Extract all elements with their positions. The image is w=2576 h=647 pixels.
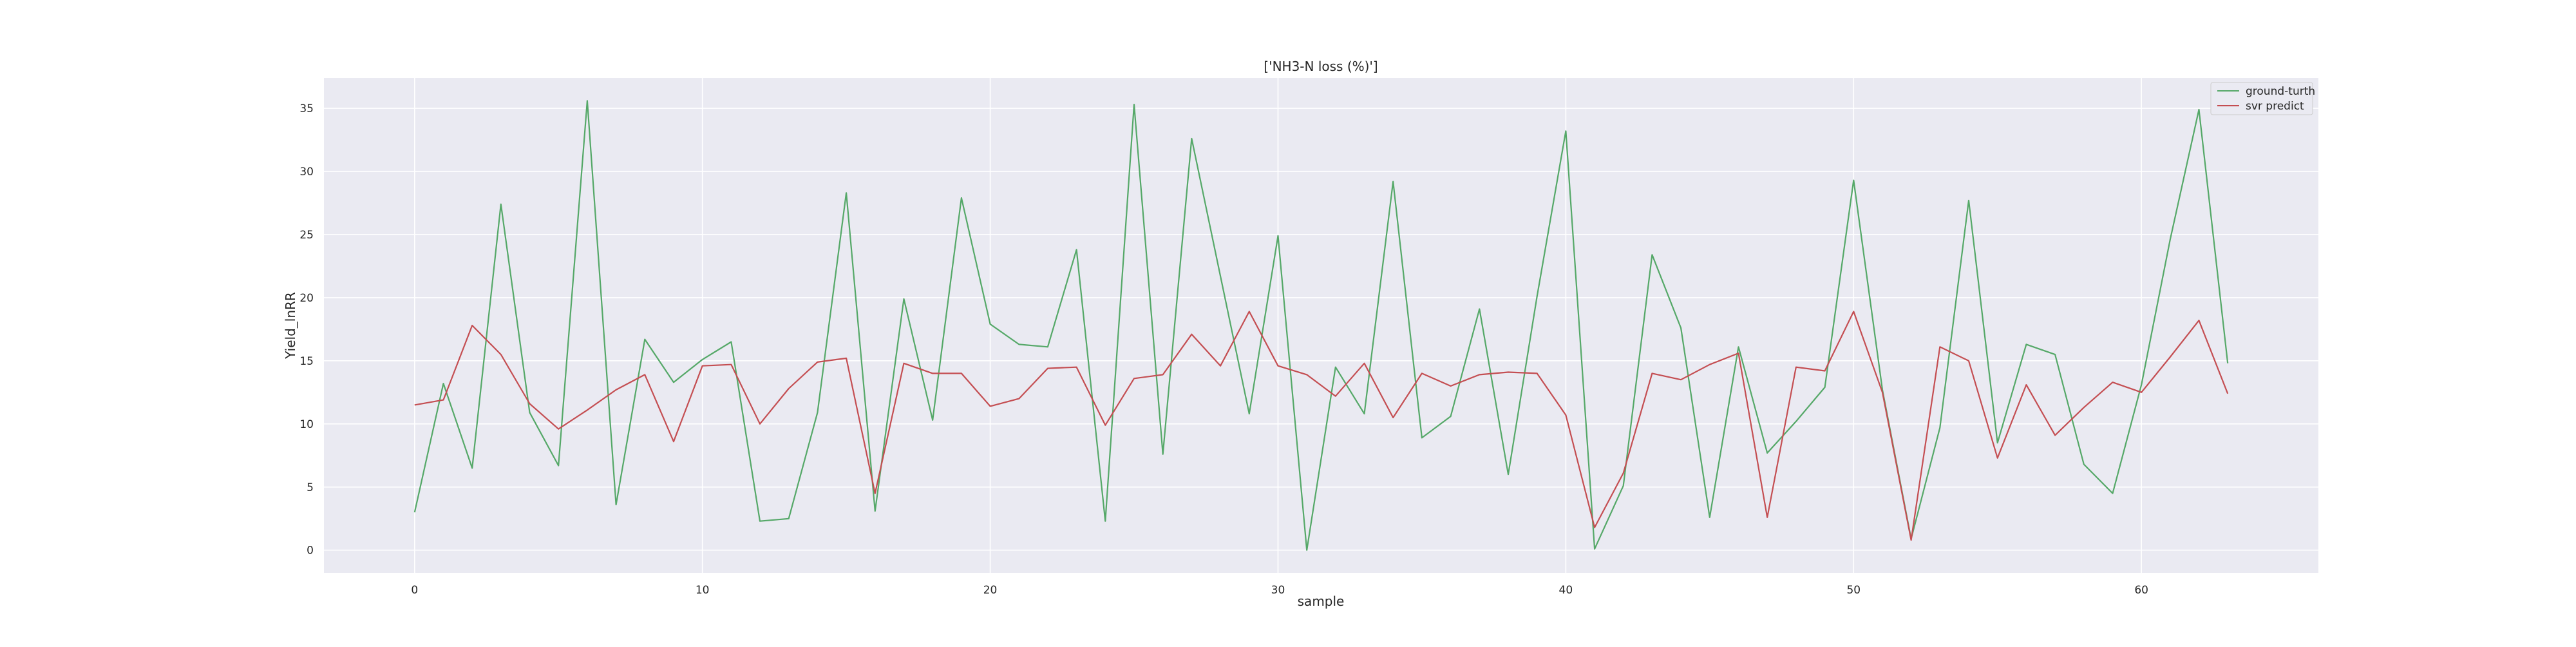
x-tick-label-20: 20: [983, 584, 998, 597]
legend-label-svr-predict: svr predict: [2246, 100, 2304, 113]
chart-title: ['NH3-N loss (%)']: [1264, 59, 1378, 74]
grid-lines: [324, 78, 2318, 573]
x-tick-label-10: 10: [696, 584, 710, 597]
x-tick-labels: 0 10 20 30 40 50 60: [411, 584, 2148, 597]
series-lines: [413, 100, 2229, 551]
y-tick-label-5: 5: [307, 481, 314, 494]
plot-area: [324, 78, 2318, 573]
series-line-svr-predict: [414, 311, 2229, 541]
x-tick-label-0: 0: [411, 584, 418, 597]
y-tick-label-0: 0: [307, 545, 314, 557]
y-tick-label-30: 30: [299, 166, 314, 179]
series-line-ground-turth: [413, 100, 2229, 551]
x-axis-title: sample: [1298, 594, 1345, 609]
x-tick-label-30: 30: [1271, 584, 1285, 597]
x-tick-label-40: 40: [1559, 584, 1573, 597]
y-tick-labels: 0 5 10 15 20 25 30 35: [299, 102, 314, 557]
y-tick-label-15: 15: [299, 355, 314, 368]
y-tick-label-20: 20: [299, 292, 314, 305]
y-tick-label-10: 10: [299, 418, 314, 431]
x-tick-label-60: 60: [2134, 584, 2148, 597]
y-tick-label-25: 25: [299, 229, 314, 242]
legend-label-ground-turth: ground-turth: [2246, 85, 2315, 98]
x-tick-label-50: 50: [1846, 584, 1861, 597]
legend: ground-turth svr predict: [2210, 82, 2315, 115]
y-axis-title: Yield_lnRR: [283, 292, 298, 360]
y-tick-label-35: 35: [299, 102, 314, 115]
